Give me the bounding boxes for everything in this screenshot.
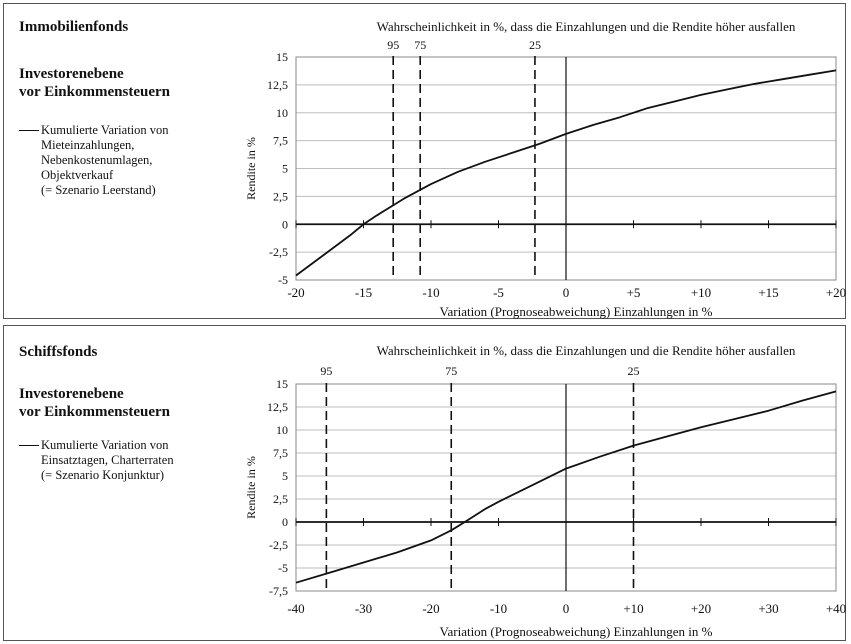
- legend-text: Kumulierte Variation von Einsatztagen, C…: [41, 438, 241, 483]
- x-tick-label: +20: [826, 285, 846, 300]
- y-tick-label: 2,5: [273, 492, 288, 506]
- chart-panel-schiffsfonds: Schiffsfonds Investorenebene vor Einkomm…: [3, 325, 846, 641]
- y-tick-label: 0: [282, 515, 288, 529]
- x-tick-label: +5: [627, 285, 641, 300]
- y-tick-label: 5: [282, 469, 288, 483]
- panel-title: Immobilienfonds: [19, 19, 129, 35]
- x-tick-label: +20: [691, 601, 711, 616]
- legend-line-swatch: [19, 130, 39, 131]
- x-axis-title: Variation (Prognoseabweichung) Einzahlun…: [440, 624, 713, 639]
- y-tick-label: 10: [276, 106, 288, 120]
- subtitle-line-2: vor Einkommensteuern: [19, 84, 170, 100]
- subtitle-line-2: vor Einkommensteuern: [19, 404, 170, 420]
- x-tick-label: -15: [355, 285, 372, 300]
- x-tick-label: -10: [490, 601, 507, 616]
- panel-subtitle: Investorenebene vor Einkommensteuern: [19, 65, 170, 101]
- y-tick-label: 7,5: [273, 446, 288, 460]
- x-tick-label: -30: [355, 601, 372, 616]
- legend-line: Kumulierte Variation von: [41, 438, 169, 452]
- chart-legend: Kumulierte Variation von Einsatztagen, C…: [19, 438, 229, 488]
- legend-line: Kumulierte Variation von: [41, 123, 169, 137]
- y-tick-label: 0: [282, 217, 288, 231]
- x-tick-label: -20: [287, 285, 304, 300]
- y-tick-label: -5: [278, 561, 288, 575]
- series-line: [295, 69, 837, 277]
- chart-1: -7,5 -5 -2,5 0 2,5 5 7,5 10 12,5 15 -40 -30 -20 -10 0 +…: [244, 343, 846, 639]
- probability-marker-label: 95: [387, 38, 399, 52]
- legend-line: Mieteinzahlungen,: [41, 138, 135, 152]
- x-tick-label: -5: [493, 285, 504, 300]
- legend-line: Nebenkostenumlagen,: [41, 153, 153, 167]
- y-tick-label: -5: [278, 273, 288, 287]
- legend-line: Objektverkauf: [41, 168, 114, 182]
- x-tick-label: -40: [287, 601, 304, 616]
- y-axis-title: Rendite in %: [244, 137, 258, 200]
- legend-line: Einsatztagen, Charterraten: [41, 453, 174, 467]
- y-tick-label: -2,5: [269, 245, 288, 259]
- chart-panel-immobilienfonds: Immobilienfonds Investorenebene vor Eink…: [3, 3, 846, 319]
- y-tick-label: -2,5: [269, 538, 288, 552]
- y-tick-label: 12,5: [267, 78, 288, 92]
- probability-marker-label: 25: [529, 38, 541, 52]
- top-probability-label: Wahrscheinlichkeit in %, dass die Einzah…: [377, 343, 796, 358]
- y-tick-label: 5: [282, 162, 288, 176]
- panel-title: Schiffsfonds: [19, 344, 98, 360]
- chart-legend: Kumulierte Variation von Mieteinzahlunge…: [19, 123, 229, 203]
- x-tick-label: +10: [623, 601, 643, 616]
- panel-subtitle: Investorenebene vor Einkommensteuern: [19, 385, 170, 421]
- x-tick-label: +40: [826, 601, 846, 616]
- subtitle-line-1: Investorenebene: [19, 66, 124, 82]
- chart-0: -5 -2,5 0 2,5 5 7,5 10 12,5 15 -20 -15 -10 -5 0 +5 +10 +…: [244, 19, 846, 319]
- legend-text: Kumulierte Variation von Mieteinzahlunge…: [41, 123, 241, 198]
- y-tick-label: 15: [276, 50, 288, 64]
- y-tick-label: -7,5: [269, 584, 288, 598]
- y-tick-label: 10: [276, 423, 288, 437]
- y-tick-label: 15: [276, 377, 288, 391]
- x-tick-label: -10: [422, 285, 439, 300]
- series-line: [295, 390, 837, 584]
- y-tick-label: 7,5: [273, 134, 288, 148]
- y-axis-title: Rendite in %: [244, 456, 258, 519]
- top-probability-label: Wahrscheinlichkeit in %, dass die Einzah…: [377, 19, 796, 34]
- x-tick-label: +10: [691, 285, 711, 300]
- x-tick-label: +15: [758, 285, 778, 300]
- probability-marker-label: 75: [414, 38, 426, 52]
- x-axis-title: Variation (Prognoseabweichung) Einzahlun…: [440, 304, 713, 319]
- x-tick-label: 0: [563, 601, 570, 616]
- legend-line: (= Szenario Leerstand): [41, 183, 156, 197]
- subtitle-line-1: Investorenebene: [19, 386, 124, 402]
- probability-marker-label: 75: [445, 364, 457, 378]
- x-tick-label: -20: [422, 601, 439, 616]
- x-tick-label: +30: [758, 601, 778, 616]
- probability-marker-label: 25: [628, 364, 640, 378]
- probability-marker-label: 95: [320, 364, 332, 378]
- y-tick-label: 12,5: [267, 400, 288, 414]
- y-tick-label: 2,5: [273, 189, 288, 203]
- legend-line-swatch: [19, 445, 39, 446]
- legend-line: (= Szenario Konjunktur): [41, 468, 164, 482]
- x-tick-label: 0: [563, 285, 570, 300]
